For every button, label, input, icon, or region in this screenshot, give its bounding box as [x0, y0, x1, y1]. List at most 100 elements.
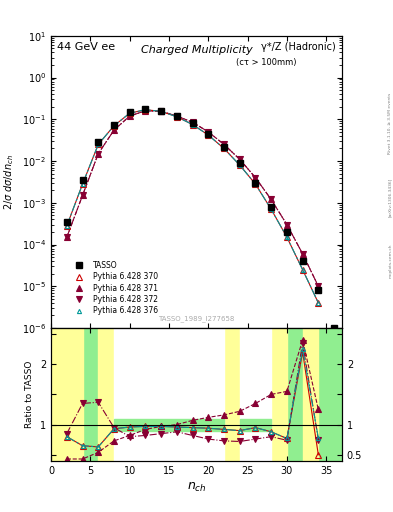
- Bar: [114, 418, 224, 431]
- Bar: [67, 328, 83, 461]
- Y-axis label: $2/\sigma\; d\sigma/dn_{ch}$: $2/\sigma\; d\sigma/dn_{ch}$: [3, 154, 17, 210]
- TASSO: [237, 160, 242, 166]
- Pythia 6.428 371: [190, 119, 195, 125]
- Pythia 6.428 372: [316, 283, 321, 289]
- TASSO: [96, 139, 101, 145]
- Pythia 6.428 370: [237, 162, 242, 168]
- TASSO: [285, 229, 289, 235]
- Pythia 6.428 376: [253, 181, 258, 187]
- TASSO: [222, 144, 226, 150]
- Pythia 6.428 372: [127, 113, 132, 119]
- Pythia 6.428 371: [206, 129, 211, 135]
- Bar: [114, 328, 224, 461]
- Pythia 6.428 370: [269, 206, 274, 212]
- TASSO: [112, 121, 116, 127]
- Text: mcplots.cern.ch: mcplots.cern.ch: [388, 244, 392, 279]
- TASSO: [269, 204, 274, 210]
- Pythia 6.428 370: [190, 121, 195, 127]
- Y-axis label: Ratio to TASSO: Ratio to TASSO: [26, 361, 35, 428]
- Line: Pythia 6.428 370: Pythia 6.428 370: [64, 107, 321, 306]
- Pythia 6.428 372: [222, 141, 226, 147]
- Pythia 6.428 376: [316, 300, 321, 306]
- Pythia 6.428 372: [64, 234, 69, 240]
- Bar: [51, 328, 342, 461]
- Pythia 6.428 376: [159, 109, 163, 115]
- Pythia 6.428 371: [237, 156, 242, 162]
- TASSO: [332, 325, 336, 331]
- Pythia 6.428 370: [143, 106, 148, 113]
- Pythia 6.428 370: [127, 110, 132, 116]
- Bar: [240, 418, 271, 431]
- Pythia 6.428 376: [190, 121, 195, 127]
- Bar: [303, 328, 318, 461]
- Line: Pythia 6.428 372: Pythia 6.428 372: [64, 108, 321, 289]
- Legend: TASSO, Pythia 6.428 370, Pythia 6.428 371, Pythia 6.428 372, Pythia 6.428 376: TASSO, Pythia 6.428 370, Pythia 6.428 37…: [66, 258, 161, 318]
- Pythia 6.428 370: [159, 109, 163, 115]
- Pythia 6.428 376: [80, 181, 85, 187]
- X-axis label: $n_{ch}$: $n_{ch}$: [187, 481, 206, 494]
- Pythia 6.428 371: [159, 109, 163, 115]
- Pythia 6.428 372: [206, 129, 211, 135]
- Pythia 6.428 372: [96, 151, 101, 157]
- TASSO: [143, 106, 148, 112]
- Pythia 6.428 371: [96, 151, 101, 157]
- Pythia 6.428 376: [96, 141, 101, 147]
- Pythia 6.428 370: [80, 181, 85, 187]
- Line: Pythia 6.428 376: Pythia 6.428 376: [65, 108, 320, 305]
- Pythia 6.428 376: [112, 123, 116, 129]
- TASSO: [64, 219, 69, 225]
- Bar: [98, 328, 114, 461]
- TASSO: [174, 113, 179, 119]
- Pythia 6.428 370: [285, 234, 289, 240]
- Pythia 6.428 370: [222, 145, 226, 152]
- Pythia 6.428 376: [127, 110, 132, 116]
- Bar: [51, 328, 67, 461]
- Pythia 6.428 372: [237, 156, 242, 162]
- Pythia 6.428 370: [64, 223, 69, 229]
- TASSO: [300, 258, 305, 264]
- TASSO: [159, 108, 163, 114]
- Pythia 6.428 376: [222, 145, 226, 152]
- Pythia 6.428 370: [206, 132, 211, 138]
- Pythia 6.428 371: [222, 141, 226, 147]
- Pythia 6.428 376: [269, 206, 274, 212]
- Pythia 6.428 371: [174, 113, 179, 119]
- Pythia 6.428 370: [253, 181, 258, 187]
- TASSO: [80, 177, 85, 183]
- Pythia 6.428 371: [285, 222, 289, 228]
- Pythia 6.428 372: [80, 193, 85, 199]
- Pythia 6.428 372: [285, 222, 289, 228]
- TASSO: [190, 120, 195, 126]
- Text: γ*/Z (Hadronic): γ*/Z (Hadronic): [261, 41, 336, 52]
- Text: [arXiv:1306.3436]: [arXiv:1306.3436]: [388, 178, 392, 217]
- Pythia 6.428 371: [127, 113, 132, 119]
- Line: Pythia 6.428 371: Pythia 6.428 371: [64, 108, 321, 289]
- Pythia 6.428 376: [64, 223, 69, 229]
- Pythia 6.428 371: [64, 234, 69, 240]
- Bar: [240, 328, 271, 461]
- Pythia 6.428 372: [253, 175, 258, 181]
- Line: TASSO: TASSO: [64, 106, 337, 331]
- Pythia 6.428 370: [300, 267, 305, 273]
- Bar: [271, 328, 287, 461]
- TASSO: [253, 180, 258, 186]
- Pythia 6.428 376: [285, 234, 289, 240]
- Pythia 6.428 376: [300, 267, 305, 273]
- Pythia 6.428 376: [143, 106, 148, 113]
- TASSO: [206, 131, 211, 137]
- Bar: [224, 328, 240, 461]
- Pythia 6.428 372: [159, 109, 163, 115]
- Pythia 6.428 372: [112, 127, 116, 133]
- Text: Charged Multiplicity: Charged Multiplicity: [141, 45, 252, 55]
- Pythia 6.428 376: [206, 132, 211, 138]
- Pythia 6.428 370: [174, 114, 179, 120]
- Text: (cτ > 100mm): (cτ > 100mm): [236, 58, 296, 67]
- Pythia 6.428 371: [112, 127, 116, 133]
- Pythia 6.428 370: [112, 123, 116, 129]
- Pythia 6.428 371: [143, 108, 148, 114]
- Pythia 6.428 371: [300, 251, 305, 257]
- Pythia 6.428 376: [174, 114, 179, 120]
- Pythia 6.428 376: [237, 162, 242, 168]
- Pythia 6.428 372: [190, 119, 195, 125]
- Text: TASSO_1989_I277658: TASSO_1989_I277658: [158, 315, 235, 322]
